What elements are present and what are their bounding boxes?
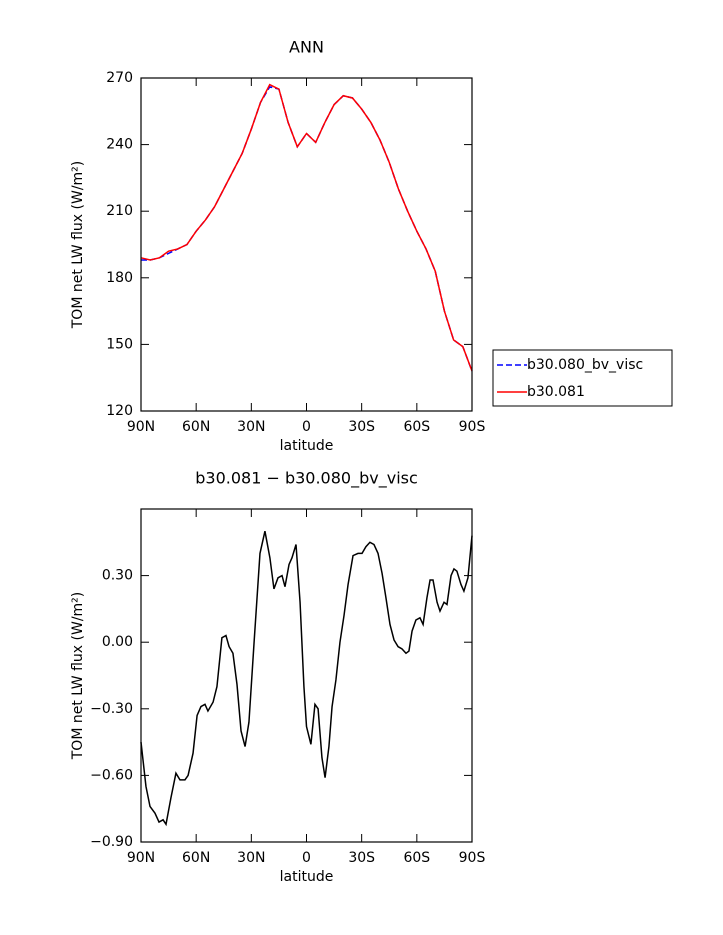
x-tick-label: 30S [348,419,375,435]
legend-label: b30.081 [527,384,585,400]
plot-frame [140,508,473,843]
x-tick-label: 0 [302,419,311,435]
y-axis-label: TOM net LW flux (W/m²) [70,161,86,330]
chart-title: b30.081 − b30.080_bv_visc [195,469,418,489]
series-line [141,86,473,372]
x-tick-label: 90N [127,419,155,435]
series-line [140,83,473,372]
y-tick-label: 150 [106,336,133,352]
x-tick-label: 90S [459,850,486,866]
y-tick-label: 180 [106,270,133,286]
x-tick-label: 30N [237,850,265,866]
x-tick-label: 60N [182,419,210,435]
x-tick-label: 60S [403,419,430,435]
plot-frame [140,77,473,412]
x-tick-label: 60S [403,850,430,866]
legend-box [492,349,673,407]
y-tick-label: 270 [106,70,133,86]
x-tick-label: 0 [302,850,311,866]
x-tick-label: 30N [237,419,265,435]
y-tick-label: 240 [106,137,133,153]
x-tick-label: 90S [459,419,486,435]
y-tick-label: 210 [106,203,133,219]
x-axis-label: latitude [280,869,334,885]
y-tick-label: 120 [106,403,133,419]
y-tick-label: 0.00 [102,634,133,650]
y-axis-label: TOM net LW flux (W/m²) [70,592,86,761]
x-tick-label: 30S [348,850,375,866]
y-tick-label: 0.30 [102,568,133,584]
legend-label: b30.080_bv_visc [527,357,643,373]
x-axis-label: latitude [280,438,334,454]
series-line [140,531,473,827]
y-tick-label: −0.60 [90,767,133,783]
x-tick-label: 90N [127,850,155,866]
x-tick-label: 60N [182,850,210,866]
y-tick-label: −0.90 [90,834,133,850]
chart-title: ANN [289,38,324,57]
y-tick-label: −0.30 [90,701,133,717]
